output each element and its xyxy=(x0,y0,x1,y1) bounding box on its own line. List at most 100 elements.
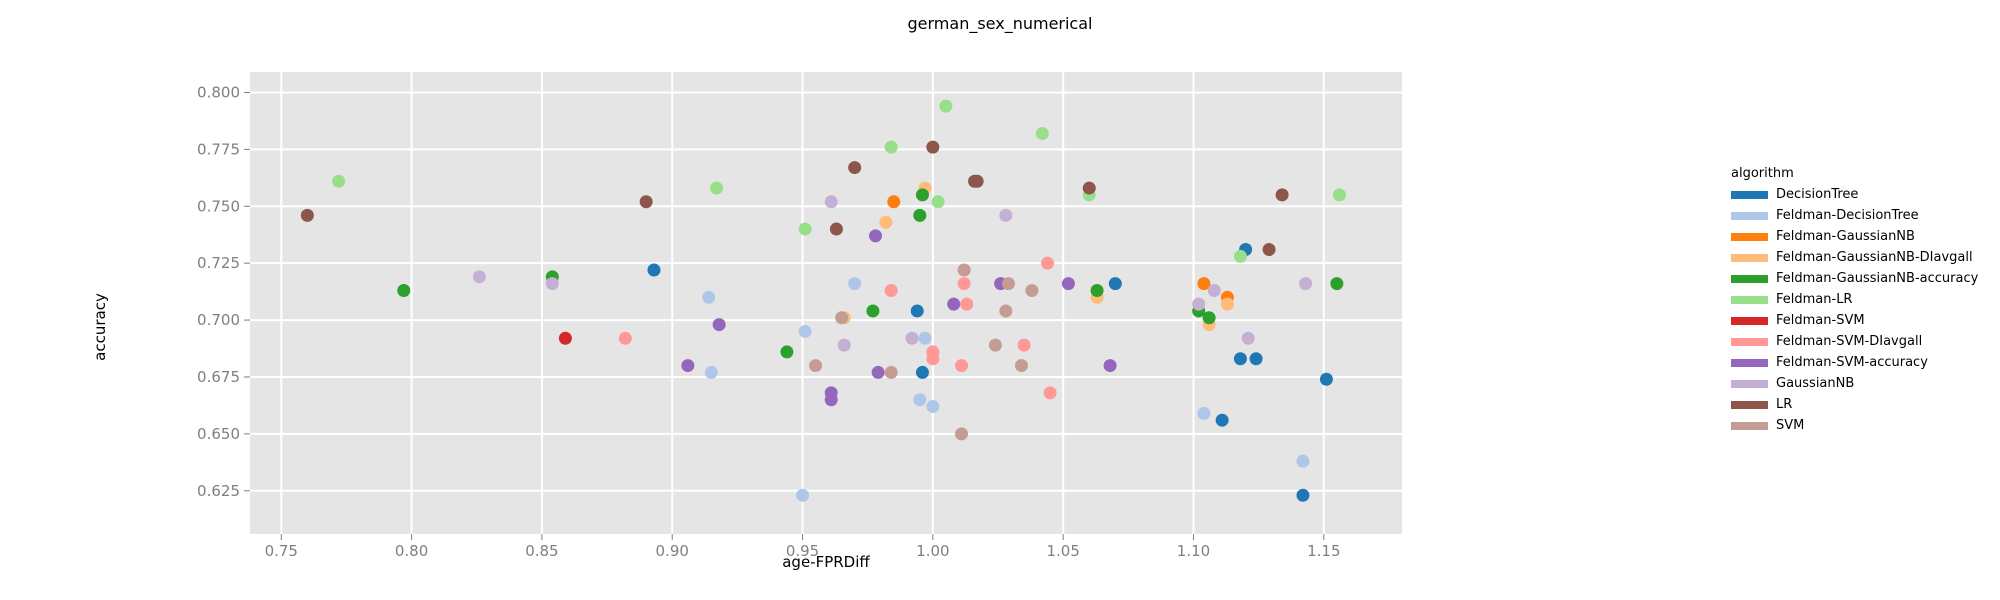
legend-item: Feldman-GaussianNB-DIavgall xyxy=(1731,247,1978,268)
data-point xyxy=(866,304,880,318)
data-point xyxy=(835,311,849,325)
legend-swatch xyxy=(1731,253,1768,262)
chart-title: german_sex_numerical xyxy=(907,14,1093,33)
data-point xyxy=(1332,188,1346,202)
data-point xyxy=(999,208,1013,222)
legend-item: SVM xyxy=(1731,415,1978,436)
data-point xyxy=(824,195,838,209)
data-point xyxy=(926,352,940,366)
data-point xyxy=(955,359,969,373)
legend-swatch xyxy=(1731,421,1768,430)
data-point xyxy=(970,174,984,188)
y-tick-label: 0.775 xyxy=(197,140,240,158)
data-point xyxy=(915,365,929,379)
legend-label: Feldman-DecisionTree xyxy=(1776,208,1919,223)
data-point xyxy=(884,140,898,154)
legend-label: Feldman-GaussianNB-accuracy xyxy=(1776,271,1979,286)
data-point xyxy=(1215,413,1229,427)
data-point xyxy=(796,488,810,502)
data-point xyxy=(639,195,653,209)
legend-items: DecisionTree Feldman-DecisionTree Feldman-… xyxy=(1731,184,1978,436)
data-point xyxy=(926,140,940,154)
legend-swatch xyxy=(1731,337,1768,346)
data-point xyxy=(1275,188,1289,202)
data-point xyxy=(1014,359,1028,373)
legend-item: Feldman-SVM-accuracy xyxy=(1731,352,1978,373)
legend-item: Feldman-SVM xyxy=(1731,310,1978,331)
data-point xyxy=(1108,277,1122,291)
data-point xyxy=(884,365,898,379)
y-tick-label: 0.725 xyxy=(197,254,240,272)
data-point xyxy=(1207,283,1221,297)
data-point xyxy=(913,208,927,222)
legend-label: Feldman-GaussianNB-DIavgall xyxy=(1776,250,1973,265)
legend-item: DecisionTree xyxy=(1731,184,1978,205)
data-point xyxy=(915,188,929,202)
legend-label: DecisionTree xyxy=(1776,187,1859,202)
data-point xyxy=(809,359,823,373)
legend-label: LR xyxy=(1776,397,1793,412)
x-tick-label: 1.00 xyxy=(916,542,949,560)
y-tick-label: 0.800 xyxy=(197,83,240,101)
data-point xyxy=(1197,277,1211,291)
data-point xyxy=(712,318,726,332)
data-point xyxy=(913,393,927,407)
data-point xyxy=(1043,386,1057,400)
legend-label: Feldman-GaussianNB xyxy=(1776,229,1915,244)
data-point xyxy=(1090,283,1104,297)
data-point xyxy=(931,195,945,209)
legend-item: GaussianNB xyxy=(1731,373,1978,394)
legend-label: SVM xyxy=(1776,418,1805,433)
data-point xyxy=(1103,359,1117,373)
x-tick-label: 0.75 xyxy=(265,542,298,560)
legend-item: LR xyxy=(1731,394,1978,415)
data-point xyxy=(926,400,940,414)
data-point xyxy=(798,222,812,236)
legend-label: Feldman-SVM-accuracy xyxy=(1776,355,1928,370)
legend-swatch xyxy=(1731,358,1768,367)
x-tick-label: 0.90 xyxy=(656,542,689,560)
data-point xyxy=(947,297,961,311)
data-point xyxy=(871,365,885,379)
data-point xyxy=(1241,331,1255,345)
legend-label: GaussianNB xyxy=(1776,376,1855,391)
data-point xyxy=(879,215,893,229)
legend-swatch xyxy=(1731,211,1768,220)
legend-swatch xyxy=(1731,379,1768,388)
data-point xyxy=(829,222,843,236)
legend-swatch xyxy=(1731,295,1768,304)
data-point xyxy=(1192,297,1206,311)
data-point xyxy=(887,195,901,209)
y-tick-label: 0.750 xyxy=(197,197,240,215)
x-tick-label: 0.85 xyxy=(525,542,558,560)
data-point xyxy=(957,277,971,291)
x-tick-label: 1.10 xyxy=(1177,542,1210,560)
data-point xyxy=(1197,406,1211,420)
y-tick-label: 0.650 xyxy=(197,425,240,443)
data-point xyxy=(824,393,838,407)
x-tick-label: 0.95 xyxy=(786,542,819,560)
data-point xyxy=(1233,352,1247,366)
data-point xyxy=(1220,297,1234,311)
legend-swatch xyxy=(1731,232,1768,241)
legend: algorithm DecisionTree Feldman-DecisionTr… xyxy=(1731,166,1978,436)
data-point xyxy=(910,304,924,318)
legend-item: Feldman-DecisionTree xyxy=(1731,205,1978,226)
data-point xyxy=(647,263,661,277)
y-tick-label: 0.675 xyxy=(197,368,240,386)
data-point xyxy=(1001,277,1015,291)
data-point xyxy=(955,427,969,441)
data-point xyxy=(397,283,411,297)
legend-swatch xyxy=(1731,316,1768,325)
data-point xyxy=(472,270,486,284)
data-point xyxy=(780,345,794,359)
data-point xyxy=(905,331,919,345)
data-point xyxy=(1041,256,1055,270)
y-axis-label: accuracy xyxy=(91,293,109,361)
legend-label: Feldman-LR xyxy=(1776,292,1853,307)
data-point xyxy=(848,277,862,291)
data-point xyxy=(704,365,718,379)
data-point xyxy=(988,338,1002,352)
x-tick-label: 1.05 xyxy=(1046,542,1079,560)
